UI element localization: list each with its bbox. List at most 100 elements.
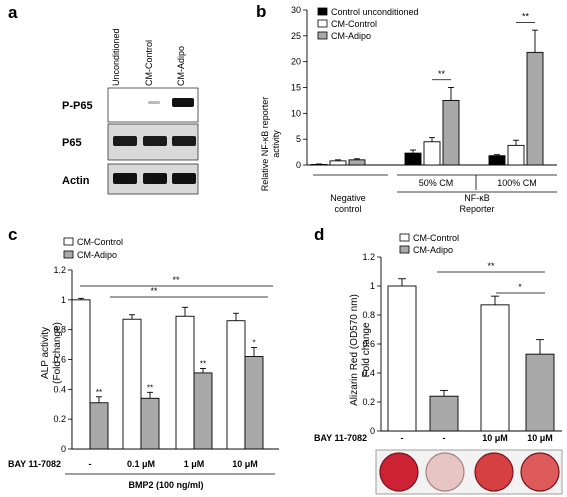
legend-swatch (317, 19, 328, 28)
legend-label: CM-Adipo (77, 250, 117, 260)
bar (89, 402, 109, 450)
lane-label: CM-Control (144, 40, 154, 86)
stain-well (425, 452, 465, 492)
y-tick-label: 0.4 (53, 384, 66, 394)
row-label: P65 (62, 137, 82, 149)
y-tick-label: 0.8 (362, 310, 375, 320)
bar (442, 99, 460, 166)
y-tick-label: 20 (291, 57, 301, 67)
sig-label: ** (438, 69, 446, 79)
bar (429, 395, 459, 432)
y-tick-label: 0.6 (362, 339, 375, 349)
y-tick-label: 0.4 (362, 368, 375, 378)
legend-label: CM-Control (331, 19, 377, 29)
sig-label: * (252, 339, 255, 348)
bar (122, 318, 142, 450)
legend-swatch (317, 7, 328, 16)
bay-value: 10 μM (482, 433, 508, 443)
row-label: P-P65 (62, 100, 93, 112)
group-label: control (334, 204, 361, 214)
panel-b-letter: b (256, 2, 266, 21)
sig-label: ** (172, 275, 180, 285)
bar (193, 372, 213, 450)
y-axis-label: (Fold change) (52, 322, 63, 384)
plot-area: 0 5 10 15 20 25 30 ** ** (291, 5, 557, 170)
sig-label: ** (200, 359, 206, 368)
bay-value: 10 μM (527, 433, 553, 443)
bay-value: - (443, 433, 446, 443)
panel-b: b Relative NF-κB reporter activity 0 5 10 1… (256, 2, 557, 214)
y-tick-label: 0 (370, 426, 375, 436)
bar (348, 159, 366, 166)
group-label: 50% CM (419, 178, 454, 188)
y-tick-label: 25 (291, 31, 301, 41)
band (148, 101, 160, 104)
y-tick-label: 1 (61, 295, 66, 305)
band (172, 98, 194, 107)
y-axis-label: Alizarin Red (OD570 nm) (349, 294, 360, 406)
bar (525, 353, 555, 432)
y-tick-label: 0.8 (53, 325, 66, 335)
bar (423, 141, 441, 166)
band (143, 136, 167, 146)
y-axis-label: Fold change (361, 322, 372, 377)
plot-area: 0 0.2 0.4 0.6 0.8 1 1.2 (362, 252, 562, 436)
y-tick-label: 1 (370, 281, 375, 291)
stain-well (474, 452, 514, 492)
y-tick-label: 0 (61, 444, 66, 454)
bar (310, 164, 328, 166)
bar (387, 285, 417, 432)
y-tick-label: 1.2 (53, 265, 66, 275)
y-tick-label: 5 (296, 134, 301, 144)
bay-value: 10 μM (232, 459, 258, 469)
bay-value: 0.1 μM (127, 459, 155, 469)
band (113, 136, 137, 146)
bay-label: BAY 11-7082 (8, 459, 61, 469)
y-tick-label: 1.2 (362, 252, 375, 262)
y-tick-label: 15 (291, 83, 301, 93)
bar (244, 356, 264, 450)
band (113, 173, 137, 184)
bar (140, 397, 160, 450)
y-tick-label: 0.2 (362, 397, 375, 407)
group-label: Reporter (459, 204, 494, 214)
panel-d: d Alizarin Red (OD570 nm) Fold change 00… (314, 225, 563, 495)
legend-swatch (317, 31, 328, 40)
legend-swatch (63, 237, 74, 246)
sig-label: ** (150, 286, 158, 296)
plot-area: 00.20.40.60.811.2** ***** (53, 265, 279, 454)
legend-label: CM-Control (413, 233, 459, 243)
stain-well (379, 452, 419, 492)
lane-label: CM-Adipo (176, 46, 186, 86)
bar (175, 315, 195, 450)
y-axis-label: Relative NF-κB reporter (260, 97, 270, 192)
legend-label: CM-Control (77, 237, 123, 247)
y-tick-label: 0.2 (53, 414, 66, 424)
stain-well (520, 452, 560, 492)
panel-a: a Unconditioned CM-Control CM-Adipo P-P6… (8, 3, 199, 195)
y-tick-label: 10 (291, 108, 301, 118)
bmp-label: BMP2 (100 ng/ml) (128, 480, 203, 490)
panel-d-letter: d (314, 225, 324, 244)
bay-value: 1 μM (184, 459, 205, 469)
lane-label: Unconditioned (111, 28, 121, 86)
y-tick-label: 30 (291, 5, 301, 15)
y-axis-label: activity (271, 130, 281, 158)
bar (329, 160, 347, 166)
legend-swatch (399, 233, 410, 242)
legend-label: Control unconditioned (331, 7, 419, 17)
bay-value: - (401, 433, 404, 443)
sig-label: ** (487, 261, 495, 271)
bar (404, 152, 422, 166)
panel-a-letter: a (8, 3, 18, 22)
sig-label: ** (522, 11, 530, 21)
legend-label: CM-Adipo (413, 245, 453, 255)
group-label: 100% CM (497, 178, 537, 188)
group-label: Negative (330, 193, 366, 203)
panel-c: c ALP activity (Fold change) 0 0.2 0.4 0.6 0… (8, 225, 279, 490)
bar (488, 155, 506, 166)
y-tick-label: 0 (296, 160, 301, 170)
band (172, 173, 196, 184)
band (172, 136, 196, 146)
